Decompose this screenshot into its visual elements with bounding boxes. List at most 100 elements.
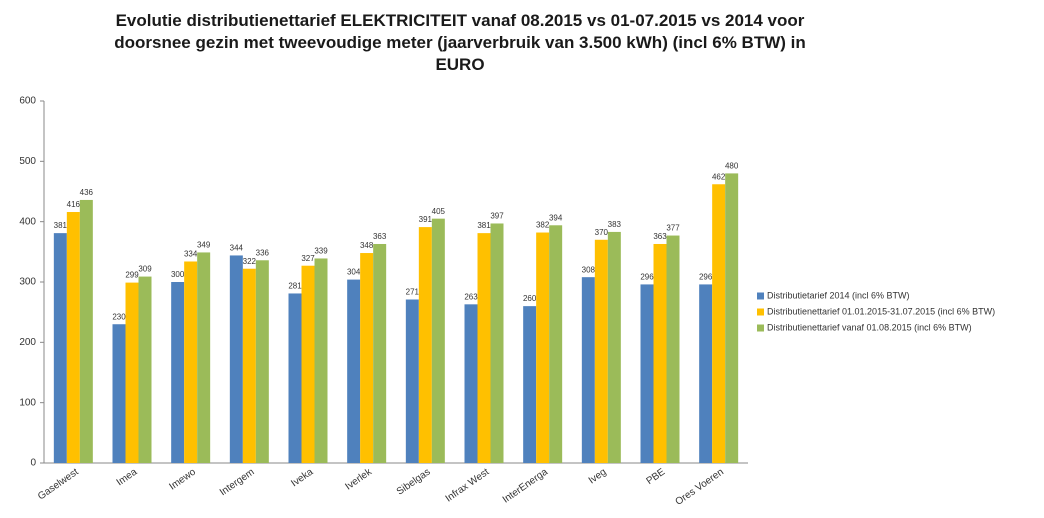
legend-label: Distributienettarief 01.01.2015-31.07.20…: [767, 306, 995, 316]
x-tick-label: Sibelgas: [395, 467, 433, 498]
value-label: 462: [712, 172, 726, 181]
bar: [66, 212, 80, 463]
value-label: 304: [347, 268, 361, 277]
bar: [581, 277, 595, 463]
bar: [242, 268, 256, 463]
bar: [536, 232, 550, 463]
value-label: 308: [582, 265, 596, 274]
value-label: 397: [490, 212, 504, 221]
value-label: 281: [288, 282, 302, 291]
bar: [125, 282, 139, 463]
value-label: 344: [230, 244, 244, 253]
x-tick-label: Gaselwest: [36, 466, 81, 502]
bar: [666, 235, 680, 463]
bar: [607, 231, 621, 463]
value-label: 230: [112, 312, 126, 321]
value-label: 480: [725, 162, 739, 171]
value-label: 339: [314, 247, 328, 256]
bar: [490, 223, 504, 463]
value-label: 391: [419, 215, 433, 224]
value-label: 363: [373, 232, 387, 241]
bar: [301, 265, 315, 463]
value-label: 377: [666, 224, 680, 233]
bar: [405, 299, 419, 463]
chart-title: Evolutie distributienettarief ELEKTRICIT…: [114, 11, 806, 74]
bar: [523, 306, 537, 463]
y-tick-label: 100: [19, 397, 36, 408]
y-tick-label: 400: [19, 216, 36, 227]
legend-swatch: [757, 308, 764, 316]
value-label: 322: [243, 257, 257, 266]
value-label: 296: [699, 273, 713, 282]
bar: [653, 243, 667, 463]
value-label: 370: [595, 228, 609, 237]
value-label: 382: [536, 221, 550, 230]
x-tick-label: Imea: [115, 466, 140, 488]
value-label: 405: [432, 207, 446, 216]
value-label: 263: [464, 292, 478, 301]
bar: [594, 239, 608, 463]
value-label: 416: [67, 200, 81, 209]
bar: [431, 218, 445, 463]
value-label: 327: [301, 254, 315, 263]
bar: [464, 304, 478, 463]
value-label: 383: [608, 220, 622, 229]
bar: [549, 225, 563, 463]
bar: [112, 324, 126, 463]
value-label: 334: [184, 250, 198, 259]
value-label: 381: [54, 221, 68, 230]
legend-swatch: [757, 292, 764, 300]
x-tick-label: Imewo: [167, 466, 198, 492]
value-label: 260: [523, 294, 537, 303]
value-label: 336: [256, 248, 270, 257]
x-tick-label: InterEnerga: [501, 466, 550, 505]
legend-label: Distributietarief 2014 (incl 6% BTW): [767, 290, 910, 300]
value-label: 394: [549, 213, 563, 222]
legend-swatch: [757, 324, 764, 332]
x-tick-label: Iveka: [289, 466, 315, 489]
x-tick-label: Intergem: [218, 467, 257, 499]
x-tick-label: Infrax West: [444, 466, 492, 504]
y-tick-label: 0: [30, 458, 36, 469]
bar: [53, 233, 67, 463]
bar: [197, 252, 211, 463]
bar: [347, 279, 361, 463]
value-label: 436: [80, 188, 94, 197]
x-tick-label: Iverlek: [343, 466, 374, 492]
value-label: 348: [360, 241, 374, 250]
value-label: 309: [138, 265, 152, 274]
value-label: 299: [125, 271, 139, 280]
value-label: 381: [477, 221, 491, 230]
bar: [184, 261, 198, 463]
x-tick-label: Ores Voeren: [674, 467, 726, 508]
bar: [699, 284, 713, 463]
bar: [360, 253, 374, 463]
y-tick-label: 500: [19, 156, 36, 167]
y-tick-label: 600: [19, 96, 36, 107]
y-tick-label: 300: [19, 277, 36, 288]
bar: [640, 284, 654, 463]
value-label: 349: [197, 241, 211, 250]
bar: [79, 199, 93, 464]
bar: [373, 243, 387, 463]
bar: [477, 233, 491, 463]
bar: [314, 258, 328, 463]
bar: [288, 293, 302, 463]
value-label: 296: [640, 273, 654, 282]
legend-label: Distributienettarief vanaf 01.08.2015 (i…: [767, 322, 972, 332]
x-tick-label: Iveg: [587, 467, 609, 487]
bar: [418, 227, 432, 463]
bar: [171, 282, 185, 463]
bar: [255, 260, 269, 463]
bar: [229, 255, 243, 463]
x-tick-label: PBE: [645, 466, 668, 487]
bar: [725, 173, 739, 463]
y-tick-label: 200: [19, 337, 36, 348]
value-label: 363: [653, 232, 667, 241]
bar: [712, 184, 726, 463]
bar: [138, 276, 152, 463]
value-label: 271: [406, 288, 420, 297]
value-label: 300: [171, 270, 185, 279]
